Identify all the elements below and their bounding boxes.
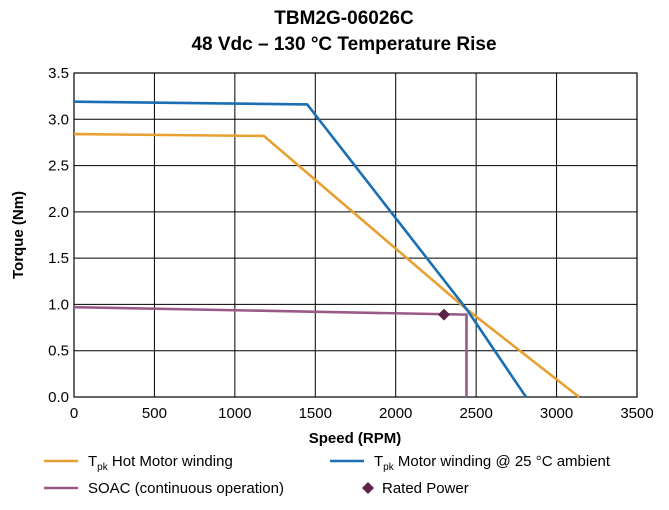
legend-label-rest: Hot Motor winding (108, 453, 233, 470)
legend-label-main: T (88, 453, 97, 470)
x-axis-label: Speed (RPM) (309, 430, 402, 447)
y-tick-label: 1.0 (48, 296, 69, 313)
tick-labels: 0 500 1000 1500 2000 2500 3000 3500 0.0 0.5 1.0 1.5… (48, 65, 654, 422)
x-tick-label: 2000 (379, 405, 412, 422)
legend-label-main: SOAC (continuous operation) (88, 480, 284, 497)
legend-label-main: T (374, 453, 383, 470)
x-tick-label: 1500 (299, 405, 332, 422)
legend-label: Tpk Hot Motor winding (88, 453, 233, 473)
legend-label-sub: pk (383, 462, 395, 473)
legend-label-sub: pk (97, 462, 109, 473)
legend-label: Rated Power (382, 480, 469, 497)
legend: Tpk Hot Motor winding Tpk Motor winding @… (44, 453, 611, 497)
series-line-2 (73, 305, 468, 397)
x-tick-label: 2500 (459, 405, 492, 422)
chart-subtitle: 48 Vdc – 130 °C Temperature Rise (191, 34, 496, 55)
y-tick-label: 1.5 (48, 250, 69, 267)
rated-power-marker (437, 308, 450, 321)
legend-label: Tpk Motor winding @ 25 °C ambient (374, 453, 611, 473)
y-axis-label: Torque (Nm) (10, 191, 27, 279)
grid (73, 72, 638, 398)
x-tick-label: 3000 (540, 405, 573, 422)
y-tick-label: 2.0 (48, 204, 69, 221)
legend-label: SOAC (continuous operation) (88, 480, 284, 497)
y-tick-label: 3.5 (48, 65, 69, 82)
series-group (73, 100, 580, 399)
x-tick-label: 1000 (218, 405, 251, 422)
legend-label-rest: Motor winding @ 25 °C ambient (394, 453, 611, 470)
y-tick-label: 0.0 (48, 389, 69, 406)
legend-swatch (362, 482, 374, 494)
y-tick-label: 3.0 (48, 111, 69, 128)
series-line-0 (73, 132, 580, 399)
x-tick-label: 3500 (620, 405, 653, 422)
series-line-1 (73, 100, 528, 398)
legend-label-main: Rated Power (382, 480, 469, 497)
chart-title: TBM2G-06026C (274, 8, 414, 29)
y-tick-label: 2.5 (48, 158, 69, 175)
x-tick-label: 500 (142, 405, 167, 422)
plot-frame (73, 72, 638, 398)
y-tick-label: 0.5 (48, 343, 69, 360)
x-tick-label: 0 (70, 405, 78, 422)
